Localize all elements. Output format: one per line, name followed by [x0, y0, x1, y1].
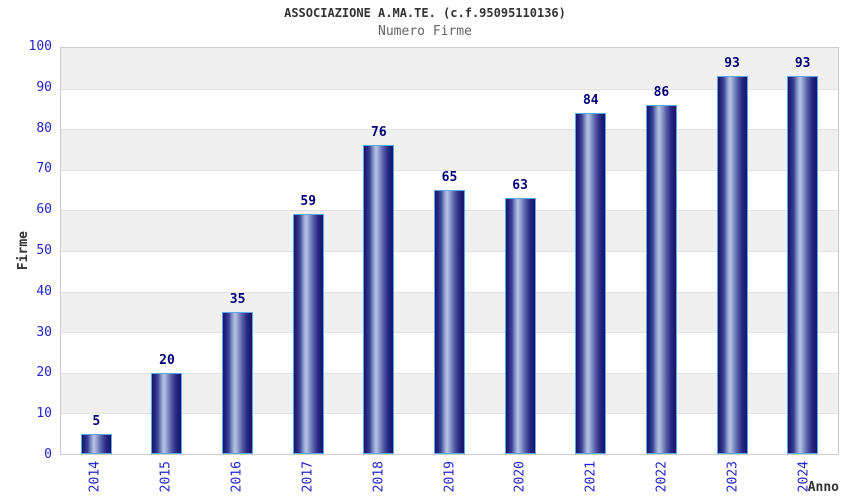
x-axis-tick-label: 2018 — [371, 461, 386, 496]
x-axis-tick-label: 2015 — [159, 461, 174, 496]
bar-value-label: 93 — [724, 56, 740, 72]
bar-2017 — [292, 214, 324, 454]
x-axis-tick-label: 2021 — [584, 461, 599, 496]
y-axis-tick-label: 20 — [36, 365, 52, 381]
bar-value-label: 20 — [159, 352, 175, 368]
x-axis-tick-label: 2022 — [654, 461, 669, 496]
bar-2018 — [363, 145, 395, 454]
bar-value-label: 59 — [300, 194, 317, 210]
bar-2021 — [575, 112, 607, 454]
bar-2019 — [434, 190, 465, 454]
bar-value-label: 5 — [92, 413, 101, 429]
bar-2020 — [504, 198, 536, 454]
x-axis-title: Anno — [807, 480, 839, 495]
grid-band — [61, 129, 838, 170]
bar-value-label: 93 — [794, 56, 811, 72]
plot-area: 5 20 35 59 76 65 63 84 86 93 93 — [60, 47, 839, 455]
x-axis-tick-label-text: 2021 — [583, 461, 599, 493]
x-axis-tick-label-text: 2022 — [654, 461, 670, 493]
bars-layer: 5 20 35 59 76 65 63 84 86 93 93 — [61, 48, 838, 454]
grid-band — [61, 88, 838, 130]
bar-value-label: 65 — [441, 170, 458, 186]
bar-2023 — [716, 76, 748, 454]
x-axis-tick-label-text: 2020 — [512, 461, 528, 493]
y-axis-tick-label: 80 — [36, 120, 52, 136]
y-axis-tick-label: 10 — [36, 406, 52, 422]
bar-value-label: 76 — [371, 125, 387, 141]
x-axis-tick-label: 2023 — [725, 461, 740, 496]
y-axis-tick-label: 40 — [36, 283, 52, 299]
x-axis-tick-label: 2014 — [88, 461, 103, 496]
x-axis-tick-label-text: 2018 — [371, 461, 387, 493]
x-axis-tick-label: 2019 — [442, 461, 457, 496]
bar-2016 — [222, 311, 254, 454]
y-axis: 0 10 20 30 40 50 60 70 80 90 100 — [0, 40, 52, 462]
bar-2022 — [645, 104, 677, 454]
bar-2024 — [787, 76, 819, 454]
y-axis-tick-label: 30 — [36, 324, 52, 340]
x-axis-tick-label-text: 2023 — [725, 461, 741, 493]
x-axis-tick-label: 2017 — [300, 461, 315, 496]
x-axis-tick-label-text: 2019 — [442, 461, 457, 493]
grid-band — [61, 48, 838, 89]
chart-subtitle: Numero Firme — [378, 24, 472, 39]
bar-2014 — [80, 433, 112, 454]
x-axis-tick-label-text: 2016 — [229, 461, 245, 493]
x-axis-tick-label-text: 2017 — [300, 461, 316, 493]
bar-value-label: 63 — [512, 178, 528, 194]
bar-value-label: 84 — [582, 92, 599, 108]
bar-2015 — [151, 372, 183, 454]
chart-title: ASSOCIAZIONE A.MA.TE. (c.f.95095110136) — [284, 6, 566, 20]
x-axis-tick-label-text: 2014 — [87, 461, 103, 493]
x-axis-tick-label-text: 2015 — [158, 461, 174, 493]
y-axis-tick-label: 0 — [44, 447, 52, 462]
x-axis-tick-label: 2020 — [513, 461, 528, 496]
x-axis: 2014 2015 2016 2017 2018 2019 2020 2021 2022 2023… — [60, 457, 839, 500]
bar-value-label: 86 — [653, 84, 670, 100]
y-axis-tick-label: 70 — [36, 161, 52, 177]
bar-value-label: 35 — [229, 291, 246, 307]
y-axis-tick-label: 60 — [36, 202, 52, 218]
y-axis-tick-label: 100 — [28, 39, 52, 54]
grid-band — [61, 169, 838, 211]
x-axis-tick-label: 2016 — [230, 461, 245, 496]
y-axis-tick-label: 90 — [36, 79, 52, 95]
y-axis-tick-label: 50 — [36, 243, 52, 258]
